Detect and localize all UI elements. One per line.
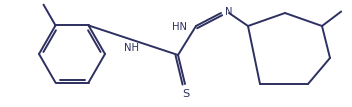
Text: N: N <box>225 7 233 17</box>
Text: NH: NH <box>124 43 139 53</box>
Text: S: S <box>182 89 190 99</box>
Text: HN: HN <box>172 22 187 32</box>
